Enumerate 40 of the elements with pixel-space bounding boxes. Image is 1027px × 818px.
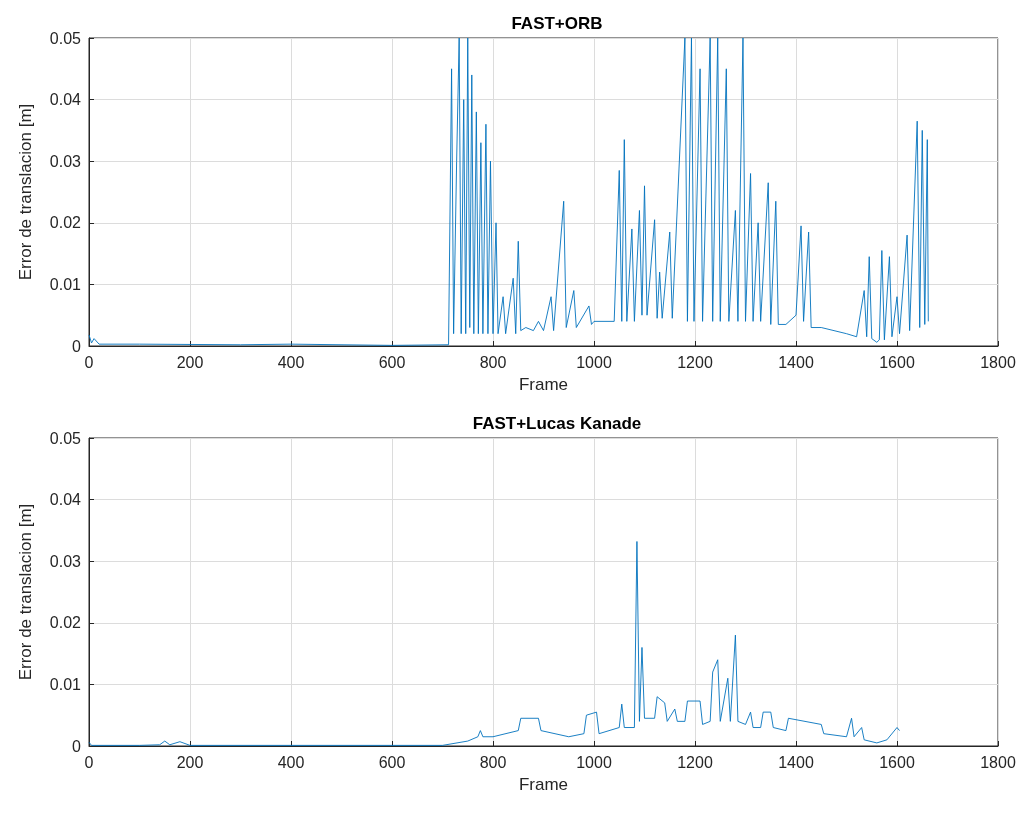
x-tick-label: 1000 [576, 753, 612, 771]
chart-title: FAST+ORB [511, 14, 603, 33]
x-tick-label: 1200 [677, 753, 713, 771]
x-tick-label: 1200 [677, 353, 713, 371]
y-tick-label: 0.02 [49, 214, 82, 232]
y-tick-label: 0.05 [49, 29, 82, 47]
y-tick-label: 0.03 [49, 552, 82, 570]
y-axis-title: Error de translacion [m] [16, 103, 35, 281]
y-tick-label: 0.01 [49, 275, 82, 293]
x-tick-label: 1400 [778, 753, 814, 771]
y-axis-title: Error de translacion [m] [16, 503, 35, 681]
x-axis-title: Frame [518, 775, 569, 794]
y-tick-label: 0 [72, 737, 82, 755]
y-tick-label: 0.03 [49, 152, 82, 170]
x-tick-label: 400 [277, 753, 305, 771]
x-tick-label: 1800 [980, 353, 1016, 371]
x-tick-label: 0 [84, 753, 94, 771]
y-tick-label: 0.05 [49, 429, 82, 447]
x-tick-label: 200 [176, 753, 204, 771]
x-tick-label: 400 [277, 353, 305, 371]
y-tick-label: 0.02 [49, 614, 82, 632]
y-tick-label: 0.04 [49, 91, 82, 109]
line-series [88, 541, 900, 746]
x-tick-label: 800 [479, 753, 507, 771]
x-tick-label: 1800 [980, 753, 1016, 771]
y-tick-label: 0.01 [49, 675, 82, 693]
chart-title: FAST+Lucas Kanade [472, 414, 642, 433]
x-tick-label: 1600 [879, 753, 915, 771]
x-tick-label: 800 [479, 353, 507, 371]
x-tick-label: 0 [84, 353, 94, 371]
x-tick-label: 200 [176, 353, 204, 371]
x-tick-label: 1600 [879, 353, 915, 371]
x-tick-label: 600 [378, 753, 406, 771]
x-axis-title: Frame [518, 375, 569, 394]
y-tick-label: 0 [72, 337, 82, 355]
line-series [88, 37, 929, 346]
x-tick-label: 1000 [576, 353, 612, 371]
x-tick-label: 1400 [778, 353, 814, 371]
x-tick-label: 600 [378, 353, 406, 371]
y-tick-label: 0.04 [49, 491, 82, 509]
